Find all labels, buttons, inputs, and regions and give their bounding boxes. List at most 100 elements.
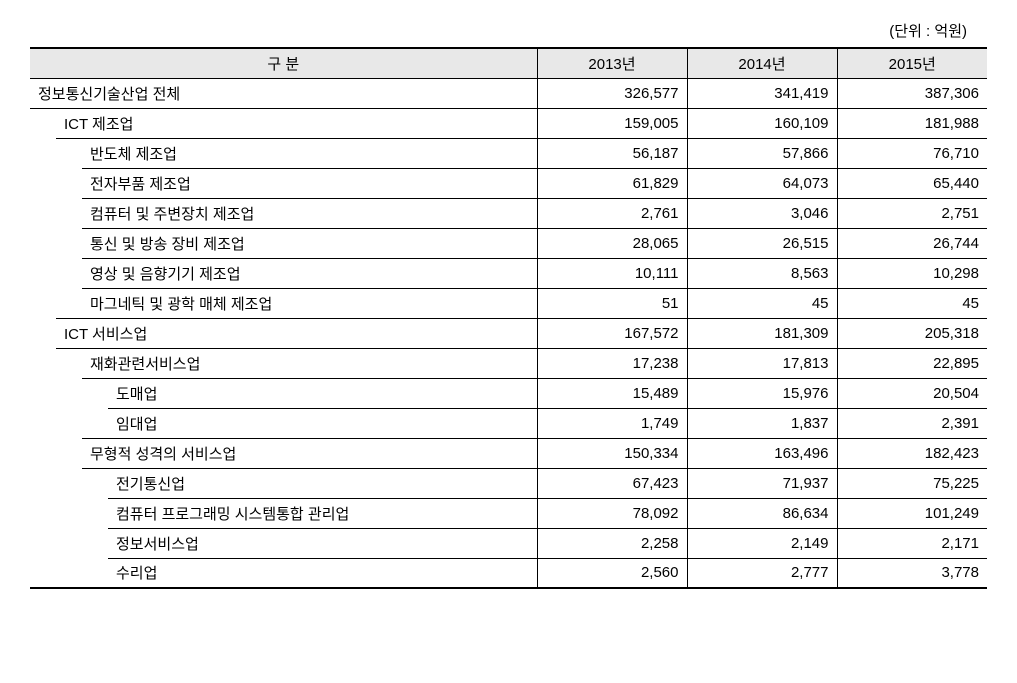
cell-value: 10,111 <box>537 258 687 288</box>
indent <box>56 438 82 468</box>
row-label: 마그네틱 및 광학 매체 제조업 <box>82 288 537 318</box>
cell-value: 182,423 <box>837 438 987 468</box>
cell-value: 181,988 <box>837 108 987 138</box>
indent <box>82 378 108 408</box>
cell-value: 71,937 <box>687 468 837 498</box>
cell-value: 160,109 <box>687 108 837 138</box>
cell-value: 326,577 <box>537 78 687 108</box>
cell-value: 181,309 <box>687 318 837 348</box>
cell-value: 2,761 <box>537 198 687 228</box>
indent <box>30 198 56 228</box>
cell-value: 28,065 <box>537 228 687 258</box>
cell-value: 26,744 <box>837 228 987 258</box>
cell-value: 10,298 <box>837 258 987 288</box>
indent <box>30 168 56 198</box>
cell-value: 61,829 <box>537 168 687 198</box>
table-row: 전기통신업 67,423 71,937 75,225 <box>30 468 987 498</box>
cell-value: 101,249 <box>837 498 987 528</box>
indent <box>30 438 56 468</box>
cell-value: 45 <box>837 288 987 318</box>
indent <box>30 348 56 378</box>
header-category: 구 분 <box>30 48 537 78</box>
cell-value: 2,391 <box>837 408 987 438</box>
indent <box>56 468 82 498</box>
indent <box>82 558 108 588</box>
cell-value: 205,318 <box>837 318 987 348</box>
indent <box>30 108 56 138</box>
indent <box>82 528 108 558</box>
cell-value: 67,423 <box>537 468 687 498</box>
indent <box>30 228 56 258</box>
cell-value: 76,710 <box>837 138 987 168</box>
header-2015: 2015년 <box>837 48 987 78</box>
row-label: 통신 및 방송 장비 제조업 <box>82 228 537 258</box>
indent <box>56 168 82 198</box>
indent <box>30 258 56 288</box>
table-row: 무형적 성격의 서비스업 150,334 163,496 182,423 <box>30 438 987 468</box>
indent <box>30 378 56 408</box>
indent <box>56 408 82 438</box>
cell-value: 75,225 <box>837 468 987 498</box>
row-label: 무형적 성격의 서비스업 <box>82 438 537 468</box>
indent <box>56 258 82 288</box>
indent <box>82 408 108 438</box>
cell-value: 17,813 <box>687 348 837 378</box>
table-header-row: 구 분 2013년 2014년 2015년 <box>30 48 987 78</box>
header-2014: 2014년 <box>687 48 837 78</box>
indent <box>82 498 108 528</box>
cell-value: 86,634 <box>687 498 837 528</box>
table-row: 수리업 2,560 2,777 3,778 <box>30 558 987 588</box>
cell-value: 20,504 <box>837 378 987 408</box>
indent <box>56 228 82 258</box>
table-row: 영상 및 음향기기 제조업 10,111 8,563 10,298 <box>30 258 987 288</box>
cell-value: 150,334 <box>537 438 687 468</box>
table-row: 반도체 제조업 56,187 57,866 76,710 <box>30 138 987 168</box>
cell-value: 15,489 <box>537 378 687 408</box>
unit-label: (단위 : 억원) <box>30 20 987 41</box>
cell-value: 56,187 <box>537 138 687 168</box>
cell-value: 65,440 <box>837 168 987 198</box>
row-label: 정보서비스업 <box>108 528 537 558</box>
indent <box>56 138 82 168</box>
table-row: 전자부품 제조업 61,829 64,073 65,440 <box>30 168 987 198</box>
table-row: 정보통신기술산업 전체 326,577 341,419 387,306 <box>30 78 987 108</box>
row-label: 영상 및 음향기기 제조업 <box>82 258 537 288</box>
header-2013: 2013년 <box>537 48 687 78</box>
cell-value: 64,073 <box>687 168 837 198</box>
indent <box>30 408 56 438</box>
cell-value: 2,751 <box>837 198 987 228</box>
indent <box>30 318 56 348</box>
cell-value: 22,895 <box>837 348 987 378</box>
table-row: 정보서비스업 2,258 2,149 2,171 <box>30 528 987 558</box>
indent <box>30 528 56 558</box>
indent <box>30 468 56 498</box>
indent <box>30 558 56 588</box>
row-label: 컴퓨터 및 주변장치 제조업 <box>82 198 537 228</box>
row-label: ICT 제조업 <box>56 108 537 138</box>
cell-value: 2,171 <box>837 528 987 558</box>
indent <box>82 468 108 498</box>
cell-value: 1,837 <box>687 408 837 438</box>
cell-value: 1,749 <box>537 408 687 438</box>
row-label: 정보통신기술산업 전체 <box>30 78 537 108</box>
cell-value: 387,306 <box>837 78 987 108</box>
cell-value: 51 <box>537 288 687 318</box>
cell-value: 8,563 <box>687 258 837 288</box>
table-row: ICT 제조업 159,005 160,109 181,988 <box>30 108 987 138</box>
indent <box>56 378 82 408</box>
row-label: 전자부품 제조업 <box>82 168 537 198</box>
row-label: 수리업 <box>108 558 537 588</box>
indent <box>30 288 56 318</box>
indent <box>56 288 82 318</box>
cell-value: 17,238 <box>537 348 687 378</box>
indent <box>30 138 56 168</box>
indent <box>56 528 82 558</box>
indent <box>56 558 82 588</box>
cell-value: 163,496 <box>687 438 837 468</box>
table-row: 마그네틱 및 광학 매체 제조업 51 45 45 <box>30 288 987 318</box>
row-label: 컴퓨터 프로그래밍 시스템통합 관리업 <box>108 498 537 528</box>
table-row: 재화관련서비스업 17,238 17,813 22,895 <box>30 348 987 378</box>
cell-value: 2,560 <box>537 558 687 588</box>
cell-value: 57,866 <box>687 138 837 168</box>
data-table: 구 분 2013년 2014년 2015년 정보통신기술산업 전체 326,57… <box>30 47 987 589</box>
